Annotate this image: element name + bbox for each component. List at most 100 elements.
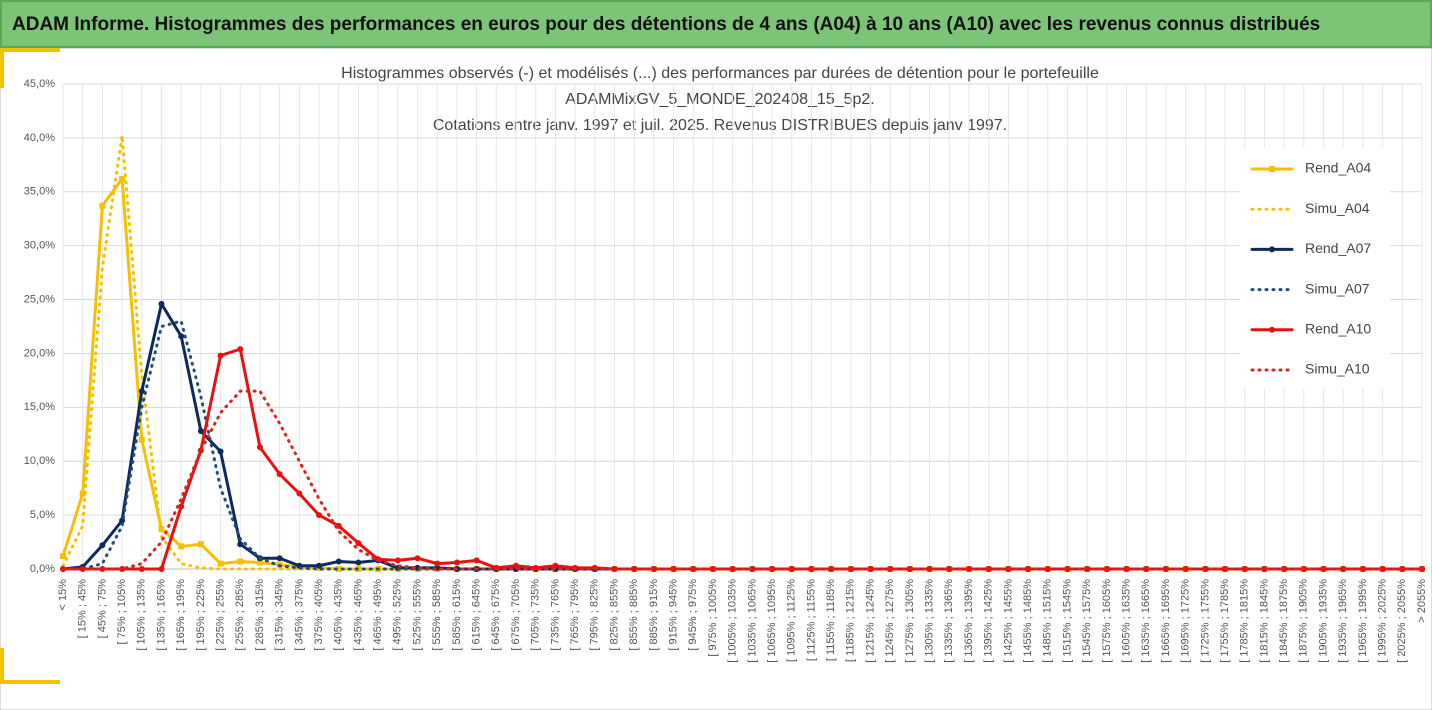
marker <box>316 562 323 569</box>
marker <box>138 436 145 443</box>
marker <box>611 566 618 572</box>
x-tick-label: [ 45% ; 75% <box>96 579 108 639</box>
x-tick-label: [ 1215% ; 1245% <box>864 579 876 663</box>
marker <box>847 566 854 572</box>
chart-frame <box>0 48 1432 710</box>
marker <box>276 471 283 478</box>
marker <box>828 566 835 572</box>
x-tick-label: [ 1635% ; 1665% <box>1140 579 1152 663</box>
marker <box>79 490 86 497</box>
marker <box>99 566 106 572</box>
x-tick-label: [ 945% ; 975% <box>687 579 699 651</box>
y-tick-label: 15,0% <box>24 401 55 413</box>
x-tick-label: [ 1035% ; 1065% <box>746 579 758 663</box>
x-tick-label: [ 885% ; 915% <box>648 579 660 651</box>
legend-box <box>1240 148 1390 388</box>
marker <box>1359 566 1366 572</box>
x-tick-label: [ 1605% ; 1635% <box>1120 579 1132 663</box>
x-tick-label: [ 105% ; 135% <box>136 579 148 651</box>
marker <box>178 333 185 340</box>
x-tick-label: [ 165% ; 195% <box>175 579 187 651</box>
x-tick-label: [ 1575% ; 1605% <box>1101 579 1113 663</box>
x-tick-label: [ 2025% ; 2055% <box>1396 579 1408 663</box>
legend-label: Simu_A07 <box>1305 280 1370 296</box>
x-tick-label: [ 675% ; 705% <box>510 579 522 651</box>
x-tick-label: [ 1515% ; 1545% <box>1061 579 1073 663</box>
marker <box>946 566 953 572</box>
legend-marker <box>1269 326 1275 333</box>
x-tick-label: [ 1425% ; 1455% <box>1002 579 1014 663</box>
marker <box>158 300 165 307</box>
marker <box>453 559 460 566</box>
marker <box>316 512 323 519</box>
x-tick-label: [ 345% ; 375% <box>293 579 305 651</box>
x-tick-label: [ 1935% ; 1965% <box>1337 579 1349 663</box>
marker <box>296 490 303 497</box>
marker <box>256 559 263 566</box>
x-tick-label: [ 15% ; 45% <box>77 579 89 639</box>
x-tick-label: [ 1005% ; 1035% <box>727 579 739 663</box>
marker <box>355 559 362 566</box>
x-tick-label: [ 1995% ; 2025% <box>1377 579 1389 663</box>
marker <box>119 175 126 182</box>
corner-accent <box>0 48 4 88</box>
y-tick-label: 40,0% <box>24 132 55 144</box>
x-tick-label: [ 1845% ; 1875% <box>1278 579 1290 663</box>
chart-title: Cotations entre janv. 1997 et juil. 2025… <box>433 117 1007 134</box>
x-tick-label: [ 1065% ; 1095% <box>766 579 778 663</box>
x-tick-label: [ 225% ; 255% <box>214 579 226 651</box>
marker <box>552 562 559 569</box>
x-tick-label: [ 795% ; 825% <box>589 579 601 651</box>
x-tick-label: [ 1665% ; 1695% <box>1160 579 1172 663</box>
marker <box>60 553 66 560</box>
x-tick-label: [ 765% ; 795% <box>569 579 581 651</box>
chart: Histogrammes observés (-) et modélisés (… <box>0 48 1432 710</box>
marker <box>749 566 756 572</box>
marker <box>178 503 185 510</box>
marker <box>1162 566 1169 572</box>
x-tick-label: [ 1875% ; 1905% <box>1298 579 1310 663</box>
marker <box>513 562 519 569</box>
x-tick-label: [ 495% ; 525% <box>392 579 404 651</box>
x-tick-label: [ 1485% ; 1515% <box>1042 579 1054 663</box>
x-tick-label: [ 1365% ; 1395% <box>963 579 975 663</box>
legend-label: Simu_A04 <box>1305 200 1370 216</box>
marker <box>237 541 244 548</box>
marker <box>256 444 263 451</box>
legend-marker <box>1269 166 1275 172</box>
x-tick-label: [ 1965% ; 1995% <box>1357 579 1369 663</box>
x-tick-label: [ 855% ; 885% <box>628 579 640 651</box>
marker <box>237 346 244 353</box>
y-tick-label: 20,0% <box>24 347 55 359</box>
x-tick-label: [ 585% ; 615% <box>451 579 463 651</box>
marker <box>355 540 362 547</box>
corner-accent <box>0 680 60 684</box>
corner-accent <box>0 48 60 52</box>
x-tick-label: [ 195% ; 225% <box>195 579 207 651</box>
x-tick-label: [ 1545% ; 1575% <box>1081 579 1093 663</box>
marker <box>217 560 224 567</box>
x-tick-label: [ 1395% ; 1425% <box>983 579 995 663</box>
y-tick-label: 5,0% <box>30 509 55 521</box>
x-tick-label: [ 825% ; 855% <box>608 579 620 651</box>
x-tick-label: [ 525% ; 555% <box>411 579 423 651</box>
y-tick-label: 30,0% <box>24 240 55 252</box>
x-tick-label: [ 435% ; 465% <box>352 579 364 651</box>
x-tick-label: [ 285% ; 315% <box>254 579 266 651</box>
x-tick-label: [ 315% ; 345% <box>274 579 286 651</box>
legend-label: Rend_A04 <box>1305 160 1371 176</box>
marker <box>197 541 204 548</box>
marker <box>178 543 185 550</box>
x-tick-label: [ 1785% ; 1815% <box>1239 579 1251 663</box>
legend-label: Rend_A07 <box>1305 240 1371 256</box>
legend-marker <box>1269 246 1275 253</box>
x-tick-label: [ 1095% ; 1125% <box>786 579 798 662</box>
x-tick-label: [ 735% ; 765% <box>549 579 561 651</box>
legend-label: Rend_A10 <box>1305 321 1371 337</box>
marker <box>1143 566 1150 572</box>
marker <box>237 558 244 565</box>
x-tick-label: [ 1695% ; 1725% <box>1180 579 1192 663</box>
chart-title: Histogrammes observés (-) et modélisés (… <box>341 65 1099 82</box>
x-tick-label: [ 1305% ; 1335% <box>924 579 936 663</box>
header: ADAM Informe. Histogrammes des performan… <box>0 0 1432 48</box>
